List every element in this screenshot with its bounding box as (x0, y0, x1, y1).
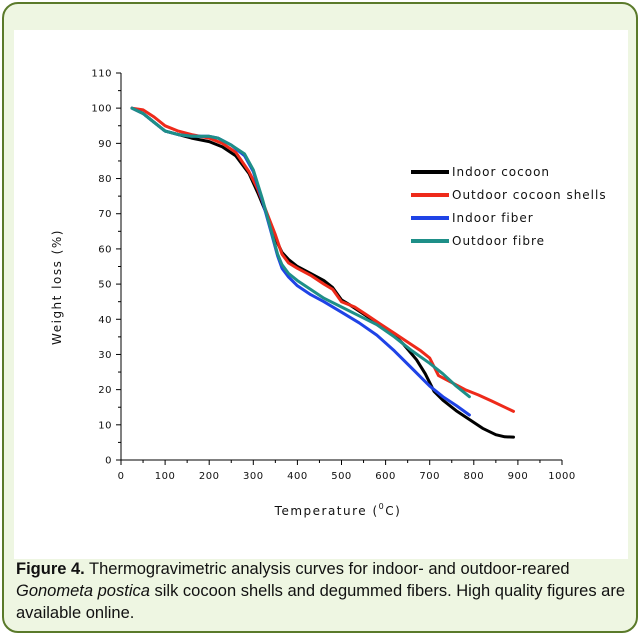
x-tick-label: 1000 (548, 471, 575, 482)
legend-label-outdoor-fibre: Outdoor fibre (452, 234, 545, 248)
x-tick-label: 300 (243, 471, 264, 482)
y-tick-label: 30 (98, 350, 112, 361)
series-line-outdoor-cocoon-shells (130, 106, 515, 413)
chart-ticks: 0 100 200 300 400 500 600 700 800 900 1000 0 10 20 30 4… (91, 69, 575, 483)
y-tick-label: 80 (98, 174, 112, 185)
y-tick-label: 90 (98, 139, 112, 150)
x-axis-label: Temperature (0C) (274, 502, 402, 518)
y-tick-label: 0 (105, 456, 112, 467)
y-tick-label: 70 (98, 209, 112, 220)
y-axis-label: Weight loss (%) (50, 229, 64, 345)
y-tick-label: 110 (91, 69, 112, 80)
chart-series-lines (130, 106, 515, 439)
x-axis-label-superscript: 0 (379, 502, 386, 511)
tga-line-chart: 0 100 200 300 400 500 600 700 800 900 100001020304… (50, 69, 607, 519)
x-tick-label: 0 (118, 471, 125, 482)
x-tick-label: 600 (375, 471, 396, 482)
chart-legend: Indoor cocoon Outdoor cocoon shells Indoor… (411, 165, 607, 248)
x-tick-label: 200 (199, 471, 220, 482)
x-tick-label: 500 (331, 471, 352, 482)
y-tick-label: 100 (91, 104, 112, 115)
legend-label-outdoor-cocoon-shells: Outdoor cocoon shells (452, 188, 607, 202)
series-line-indoor-fiber (130, 106, 471, 417)
series-line-indoor-cocoon (130, 106, 515, 439)
series-line-outdoor-fibre (130, 106, 471, 399)
x-tick-label: 700 (419, 471, 440, 482)
species-name: Gonometa postica (16, 582, 150, 600)
x-tick-label: 900 (508, 471, 529, 482)
y-tick-label: 20 (98, 385, 112, 396)
y-tick-label: 40 (98, 315, 112, 326)
x-tick-label: 400 (287, 471, 308, 482)
legend-label-indoor-cocoon: Indoor cocoon (452, 165, 550, 179)
chart-area: 0 100 200 300 400 500 600 700 800 900 1000 0 10 20 30 4… (14, 30, 628, 559)
figure-caption: Figure 4. Thermogravimetric analysis cur… (16, 558, 630, 624)
caption-text-1: Thermogravimetric analysis curves for in… (84, 560, 570, 578)
x-tick-label: 800 (464, 471, 485, 482)
y-tick-label: 10 (98, 420, 112, 431)
figure-label: Figure 4. (16, 560, 85, 578)
x-tick-label: 100 (155, 471, 176, 482)
y-tick-label: 50 (98, 280, 112, 291)
x-axis-label-main: Temperature ( (274, 504, 379, 518)
y-tick-label: 60 (98, 244, 112, 255)
x-axis-label-unit: C) (385, 504, 401, 518)
figure-panel: 0 100 200 300 400 500 600 700 800 900 1000 0 10 20 30 4… (2, 2, 638, 633)
legend-label-indoor-fiber: Indoor fiber (452, 211, 534, 225)
caption-text-2: silk cocoon shells and degummed fibers. … (16, 582, 625, 622)
